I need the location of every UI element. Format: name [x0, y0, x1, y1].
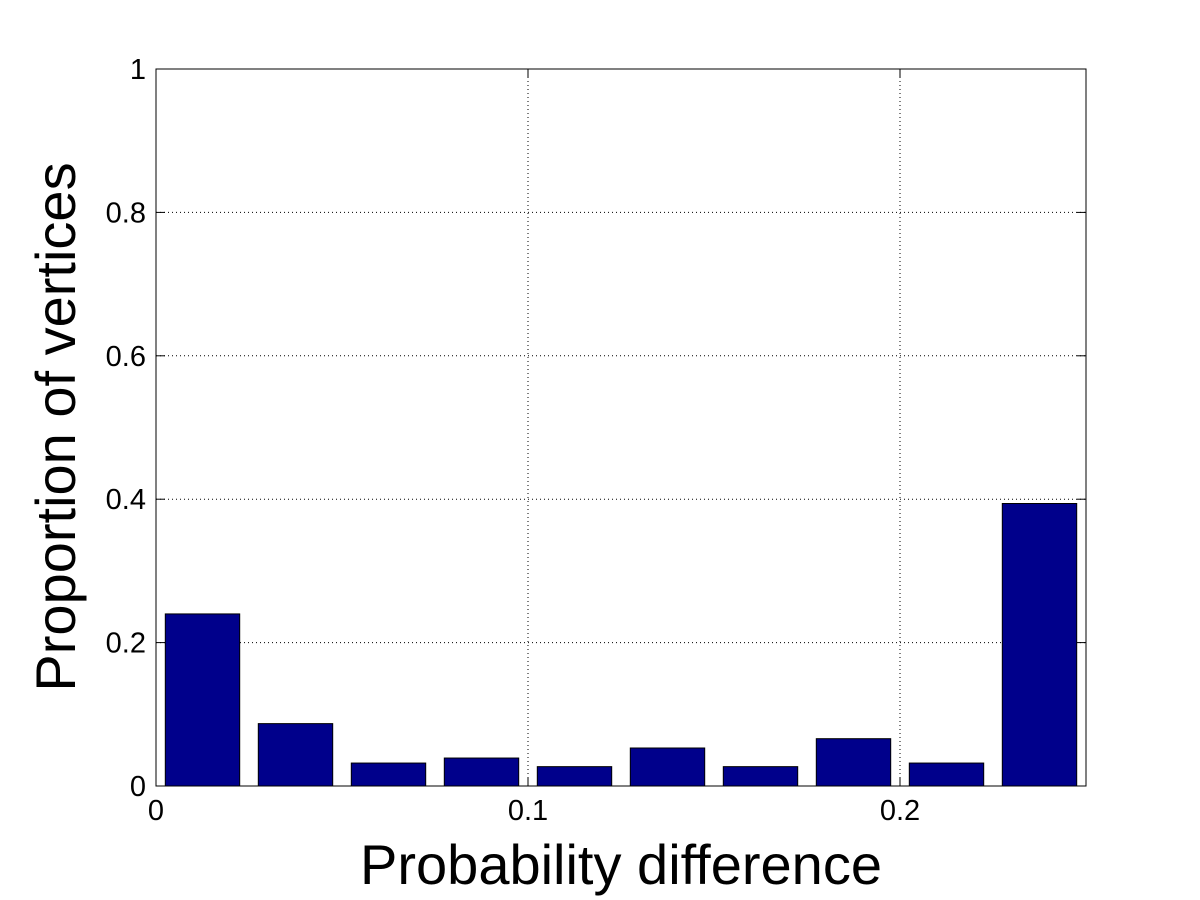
bars	[164, 503, 1078, 787]
y-tick-label: 0.2	[106, 628, 146, 660]
tick-labels: 0 0.1 0.2 0 0.2 0.4 0.6 0.8 1	[106, 54, 920, 827]
x-tick-label: 0.2	[880, 795, 920, 827]
y-tick-label: 0	[130, 771, 146, 803]
bar	[908, 762, 985, 787]
bar	[722, 766, 799, 787]
plot-background	[156, 69, 1086, 786]
bar	[164, 613, 241, 787]
y-tick-label: 0.6	[106, 341, 146, 373]
y-tick-label: 0.8	[106, 197, 146, 229]
x-tick-label: 0	[148, 795, 164, 827]
x-axis-title: Probability difference	[360, 833, 882, 896]
y-axis-title: Proportion of vertices	[24, 162, 87, 691]
axis-ticks	[155, 68, 1086, 787]
bar	[815, 738, 892, 787]
grid-lines	[156, 69, 1086, 786]
bar	[629, 747, 706, 787]
bar	[257, 723, 334, 787]
bar	[536, 766, 613, 787]
x-tick-label: 0.1	[508, 795, 548, 827]
bar	[443, 757, 520, 787]
bar	[350, 762, 427, 787]
y-tick-label: 1	[130, 54, 146, 86]
plot-frame	[155, 68, 1087, 787]
y-tick-label: 0.4	[106, 484, 146, 516]
bar	[1001, 503, 1078, 787]
